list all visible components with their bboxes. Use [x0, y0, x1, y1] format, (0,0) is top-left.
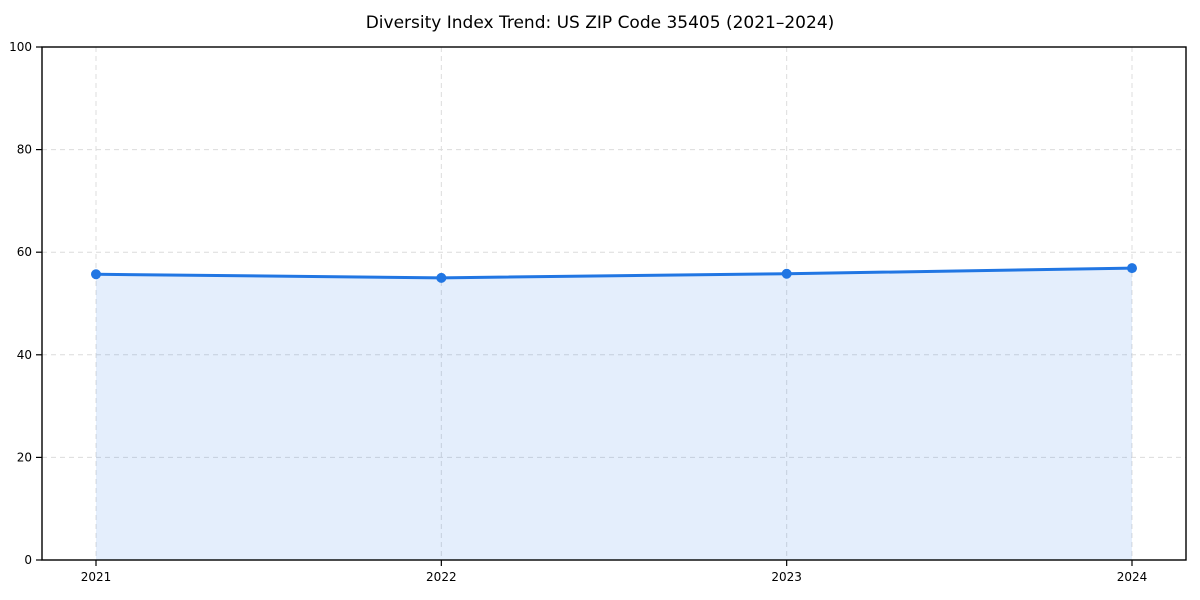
- x-axis-tick-label-2023: 2023: [771, 570, 802, 584]
- y-axis-tick-label-20: 20: [17, 450, 32, 464]
- x-axis-tick-label-2022: 2022: [426, 570, 457, 584]
- y-axis-tick-label-40: 40: [17, 348, 32, 362]
- data-point-2022: [436, 272, 447, 283]
- chart-title: Diversity Index Trend: US ZIP Code 35405…: [365, 13, 835, 33]
- data-point-2023: [781, 268, 792, 279]
- y-axis-tick-label-0: 0: [24, 553, 32, 567]
- area-fill: [96, 268, 1132, 560]
- y-axis-tick-label-60: 60: [17, 245, 32, 259]
- trend-line: [94, 266, 1134, 280]
- data-point-2024: [1127, 263, 1137, 274]
- x-axis-tick-label-2024: 2024: [1117, 570, 1148, 584]
- x-axis-tick-label-2021: 2021: [81, 570, 112, 584]
- y-axis-tick-label-100: 100: [9, 40, 32, 54]
- data-point-2021: [91, 269, 101, 280]
- y-axis-tick-label-80: 80: [17, 143, 32, 157]
- plot-border: [41, 46, 1187, 561]
